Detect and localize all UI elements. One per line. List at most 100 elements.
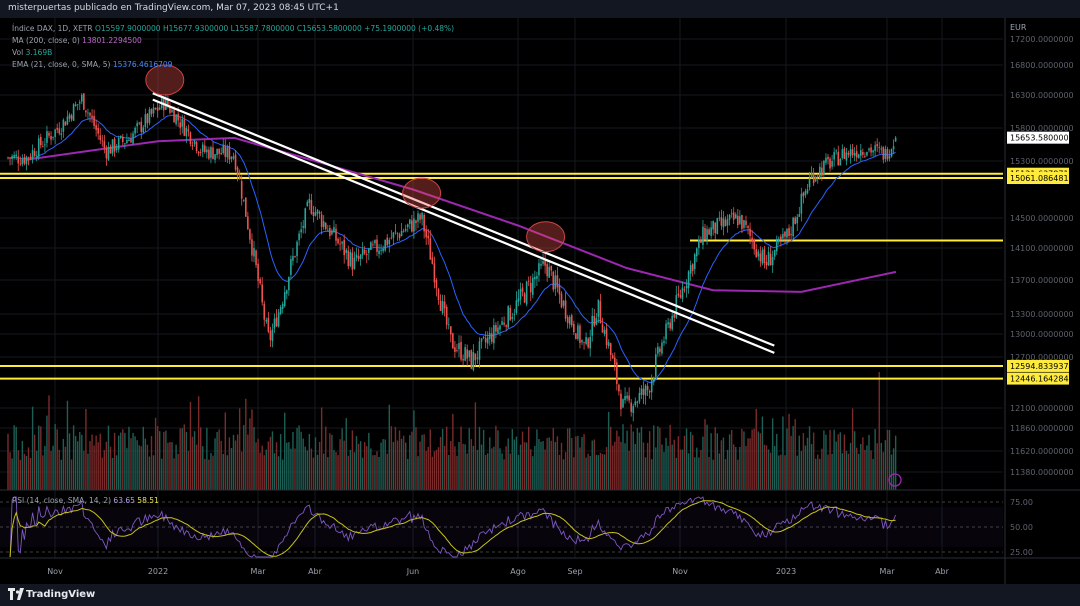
candle-body [860, 150, 862, 156]
candle-body [447, 324, 450, 326]
candle-body [189, 132, 192, 145]
candle-body [456, 350, 458, 352]
candle-body [150, 109, 153, 115]
y-tick-label: 17200.0000000 [1010, 35, 1074, 44]
candle-body [228, 146, 231, 160]
volume-bar [864, 450, 866, 490]
candle-body [665, 323, 667, 340]
candle-body [324, 222, 327, 230]
volume-bar [370, 448, 372, 490]
support-resistance-levels: 15121.637871915061.086481712594.83393741… [0, 167, 1074, 385]
candle-body [718, 217, 721, 219]
candle-body [95, 125, 97, 130]
volume-bar [130, 438, 132, 490]
candle-body [48, 133, 50, 136]
price-chart[interactable]: 15121.637871915061.086481712594.83393741… [0, 18, 1080, 584]
volume-bar [702, 436, 704, 490]
volume-bar [607, 411, 610, 490]
volume-bar [530, 449, 532, 490]
candle-body [441, 301, 444, 314]
candle-body [704, 227, 706, 240]
candle-body [550, 265, 553, 271]
candle-body [525, 281, 528, 305]
volume-bar [591, 440, 593, 490]
candle-body [294, 256, 296, 257]
volume-bar [169, 442, 171, 490]
candle-body [433, 263, 436, 283]
volume-bar [11, 458, 13, 490]
volume-bar [87, 453, 89, 490]
volume-bar [81, 434, 83, 490]
volume-bar [232, 434, 235, 490]
volume-bar [847, 453, 850, 490]
volume-bar [804, 445, 807, 490]
candle-body [308, 198, 311, 203]
volume-bar [823, 430, 825, 490]
candle-body [558, 285, 561, 295]
candle-body [173, 109, 175, 123]
candle-body [814, 176, 817, 182]
last-price-label: 15653.5800000 [1010, 134, 1074, 143]
candle-body [542, 261, 544, 264]
volume-bar [513, 439, 516, 490]
candle-body [771, 256, 774, 266]
candle-body [773, 249, 776, 257]
volume-bar [427, 446, 429, 490]
candle-body [646, 386, 649, 391]
footer-bar: TradingView [0, 584, 1080, 606]
candle-body [222, 145, 225, 154]
volume-bar [417, 456, 419, 490]
volume-bar [173, 458, 175, 490]
candle-body [167, 98, 169, 107]
candle-body [296, 241, 298, 257]
volume-bar [872, 458, 874, 490]
candle-body [611, 355, 614, 359]
candle-body [302, 225, 304, 228]
y-tick-label: 15800.0000000 [1010, 124, 1074, 133]
volume-bar [581, 437, 583, 490]
candle-body [11, 156, 13, 160]
volume-bar [415, 427, 417, 490]
candle-body [171, 109, 173, 113]
candle-body [894, 137, 897, 142]
candle-body [614, 357, 616, 365]
volume-bar [644, 457, 647, 490]
candle-body [388, 239, 391, 245]
candle-body [404, 228, 407, 231]
volume-bar [845, 450, 848, 490]
candle-body [702, 226, 704, 245]
volume-bar [487, 453, 489, 490]
candle-body [232, 156, 235, 159]
chart-frame[interactable]: 15121.637871915061.086481712594.83393741… [0, 18, 1080, 584]
candle-body [509, 307, 512, 321]
volume-bar [595, 454, 598, 490]
volume-bar [247, 434, 249, 490]
candle-body [292, 256, 294, 261]
volume-bar [179, 428, 181, 490]
volume-bar [146, 444, 149, 490]
volume-bar [23, 453, 26, 490]
volume-bar [786, 428, 788, 490]
volume-bar [419, 441, 421, 490]
volume-bar [482, 429, 485, 490]
candle-body [749, 228, 751, 236]
low-value: L15587.7800000 [230, 24, 295, 33]
volume-bar [109, 446, 112, 490]
candle-body [7, 157, 9, 159]
volume-bar [368, 432, 370, 490]
candle-body [443, 301, 446, 309]
candle-body [392, 232, 395, 238]
candle-body [156, 107, 159, 111]
candle-body [318, 211, 321, 214]
candle-body [201, 144, 204, 152]
volume-bar [372, 455, 374, 490]
volume-bar [441, 428, 444, 490]
candle-body [117, 138, 120, 150]
volume-bar [827, 454, 829, 490]
volume-bar [815, 458, 817, 490]
volume-bar [376, 451, 378, 490]
volume-bar [716, 433, 718, 490]
candle-body [230, 156, 233, 160]
candle-body [716, 218, 719, 234]
volume-bar [46, 415, 48, 490]
